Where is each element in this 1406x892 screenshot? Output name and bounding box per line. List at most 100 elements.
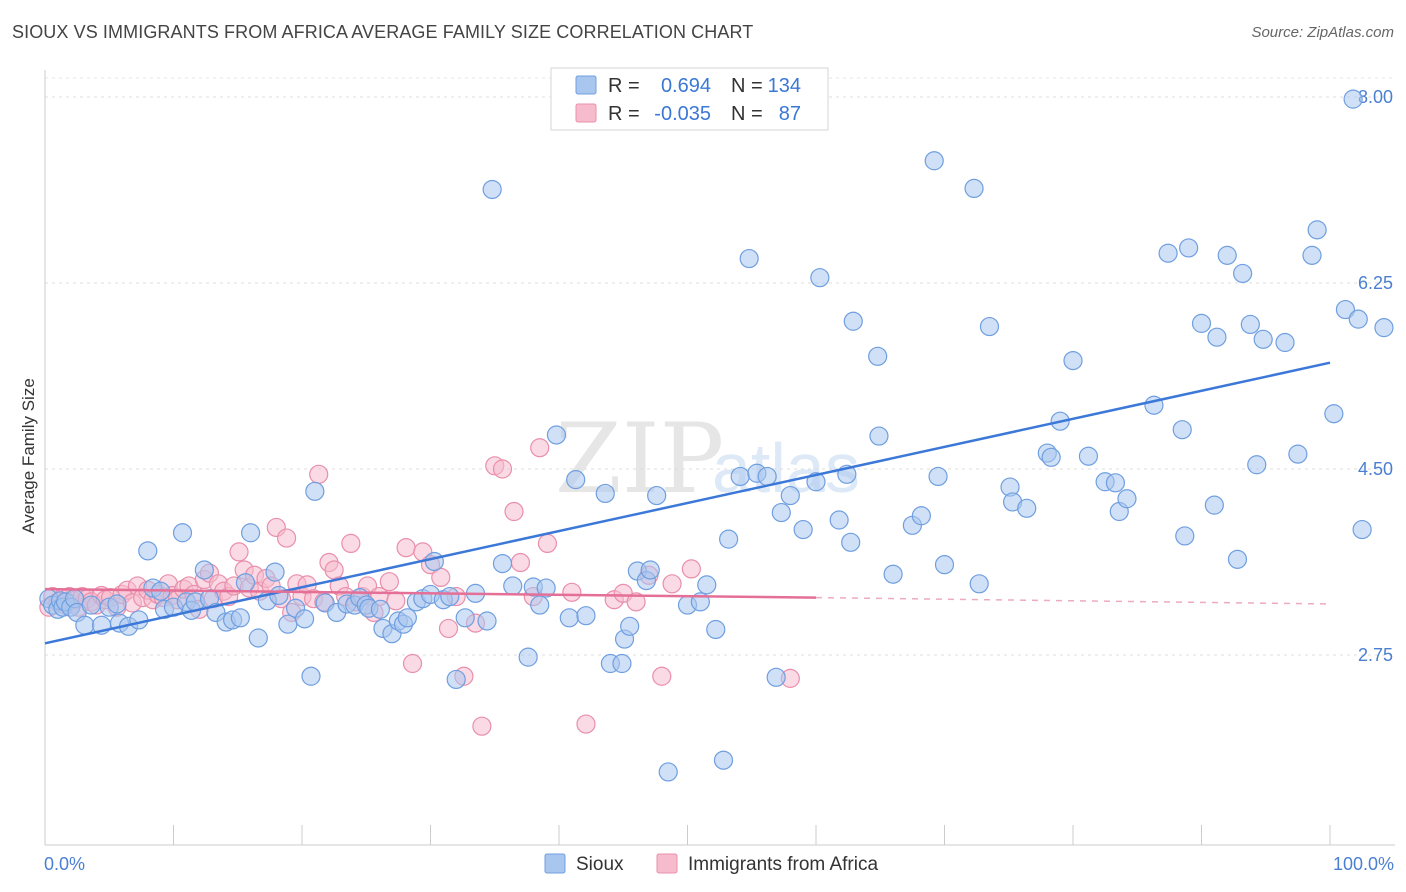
sioux-point — [397, 608, 417, 628]
sioux-point — [964, 178, 984, 199]
sioux-point — [492, 553, 513, 574]
y-tick-labels: 2.75 4.50 6.25 8.00 — [1358, 87, 1393, 665]
legend-r-value-immigrants: -0.035 — [654, 103, 711, 125]
sioux-point — [1105, 473, 1126, 493]
immigrants-point — [276, 528, 297, 548]
sioux-point — [230, 608, 250, 628]
immigrants-point — [402, 653, 423, 674]
sioux-point — [75, 615, 95, 635]
sioux-point — [766, 667, 786, 687]
sioux-point — [697, 575, 717, 595]
chart-title: SIOUX VS IMMIGRANTS FROM AFRICA AVERAGE … — [12, 22, 754, 42]
sioux-point — [883, 564, 903, 584]
sioux-point — [713, 750, 734, 770]
immigrants-point — [576, 714, 596, 734]
immigrants-point — [472, 716, 492, 736]
sioux-point — [1343, 89, 1363, 109]
bottom-legend-swatch-sioux — [544, 853, 566, 874]
sioux-point — [806, 472, 826, 492]
sioux-point — [658, 762, 678, 782]
y-tick-label: 8.00 — [1358, 87, 1393, 107]
immigrants-point — [431, 567, 451, 588]
sioux-point — [1078, 446, 1099, 466]
sioux-point — [536, 578, 556, 598]
source-credit: Source: ZipAtlas.com — [1251, 24, 1394, 41]
legend-swatch-immigrants — [575, 103, 597, 123]
sioux-point — [868, 346, 888, 366]
axes — [44, 70, 1395, 846]
sioux-point — [477, 611, 497, 631]
legend-n-value-immigrants: 87 — [779, 103, 801, 125]
immigrants-point — [530, 438, 550, 458]
sioux-point — [869, 426, 889, 446]
sioux-point — [793, 519, 813, 540]
sioux-point — [1253, 329, 1273, 349]
sioux-point — [81, 595, 101, 615]
sioux-point — [301, 666, 321, 686]
y-tick-label: 4.50 — [1358, 459, 1393, 479]
sioux-point — [1307, 220, 1327, 240]
sioux-point — [843, 311, 863, 331]
immigrants-point — [438, 618, 459, 639]
sioux-point — [1247, 455, 1267, 475]
series-sioux — [39, 89, 1394, 782]
sioux-point — [503, 576, 523, 596]
sioux-point — [278, 614, 298, 634]
sioux-point — [841, 532, 861, 552]
immigrants-point — [324, 560, 344, 580]
sioux-point — [810, 268, 830, 288]
sioux-point — [248, 628, 268, 648]
sioux-point — [559, 608, 579, 628]
legend-swatch-sioux — [575, 75, 597, 95]
sioux-point — [138, 541, 158, 561]
sioux-point — [1233, 263, 1253, 284]
immigrants-point — [626, 592, 646, 612]
legend-r-value-sioux: 0.694 — [661, 75, 711, 97]
sioux-point — [241, 523, 261, 543]
sioux-point — [595, 483, 615, 504]
bottom-legend-swatch-immigrants — [656, 853, 678, 874]
sioux-point — [1348, 309, 1368, 329]
legend-box — [550, 67, 829, 131]
sioux-point — [829, 510, 849, 530]
immigrants-point — [379, 572, 399, 592]
sioux-point — [719, 529, 739, 549]
correlation-legend: R = 0.694 N = 134 R = -0.035 N = 87 — [550, 67, 829, 131]
bottom-legend-label-sioux: Sioux — [576, 854, 624, 875]
sioux-point — [370, 599, 390, 619]
immigrants-point — [510, 552, 531, 573]
sioux-point — [706, 619, 726, 640]
legend-n-value-sioux: 134 — [768, 75, 801, 97]
sioux-point — [1288, 444, 1308, 464]
immigrants-point — [652, 666, 672, 686]
immigrants-trend-line — [44, 587, 817, 599]
sioux-point — [739, 248, 759, 269]
sioux-point — [566, 470, 586, 490]
bottom-legend-label-immigrants: Immigrants from Africa — [688, 854, 878, 875]
immigrants-point — [341, 533, 361, 554]
legend-r-label-sioux: R = — [608, 75, 640, 97]
sioux-point — [780, 485, 800, 506]
sioux-point — [1240, 314, 1260, 335]
sioux-point — [928, 466, 948, 487]
sioux-point — [265, 562, 285, 582]
sioux-point — [612, 653, 632, 674]
immigrants-point — [681, 559, 701, 579]
sioux-point — [482, 179, 502, 200]
sioux-point — [1335, 299, 1356, 320]
sioux-point — [305, 481, 325, 501]
sioux-point — [546, 425, 567, 445]
sioux-point — [129, 610, 149, 630]
sioux-point — [446, 669, 466, 690]
sioux-point — [1204, 495, 1224, 515]
sioux-point — [424, 551, 444, 572]
sioux-point — [1374, 318, 1394, 338]
sioux-point — [194, 560, 214, 580]
sioux-point — [1172, 420, 1192, 440]
sioux-point — [294, 609, 315, 629]
sioux-point — [1179, 238, 1199, 258]
legend-r-label-immigrants: R = — [608, 103, 640, 125]
watermark-zip: ZIP — [555, 403, 724, 515]
sioux-point — [1017, 498, 1037, 518]
